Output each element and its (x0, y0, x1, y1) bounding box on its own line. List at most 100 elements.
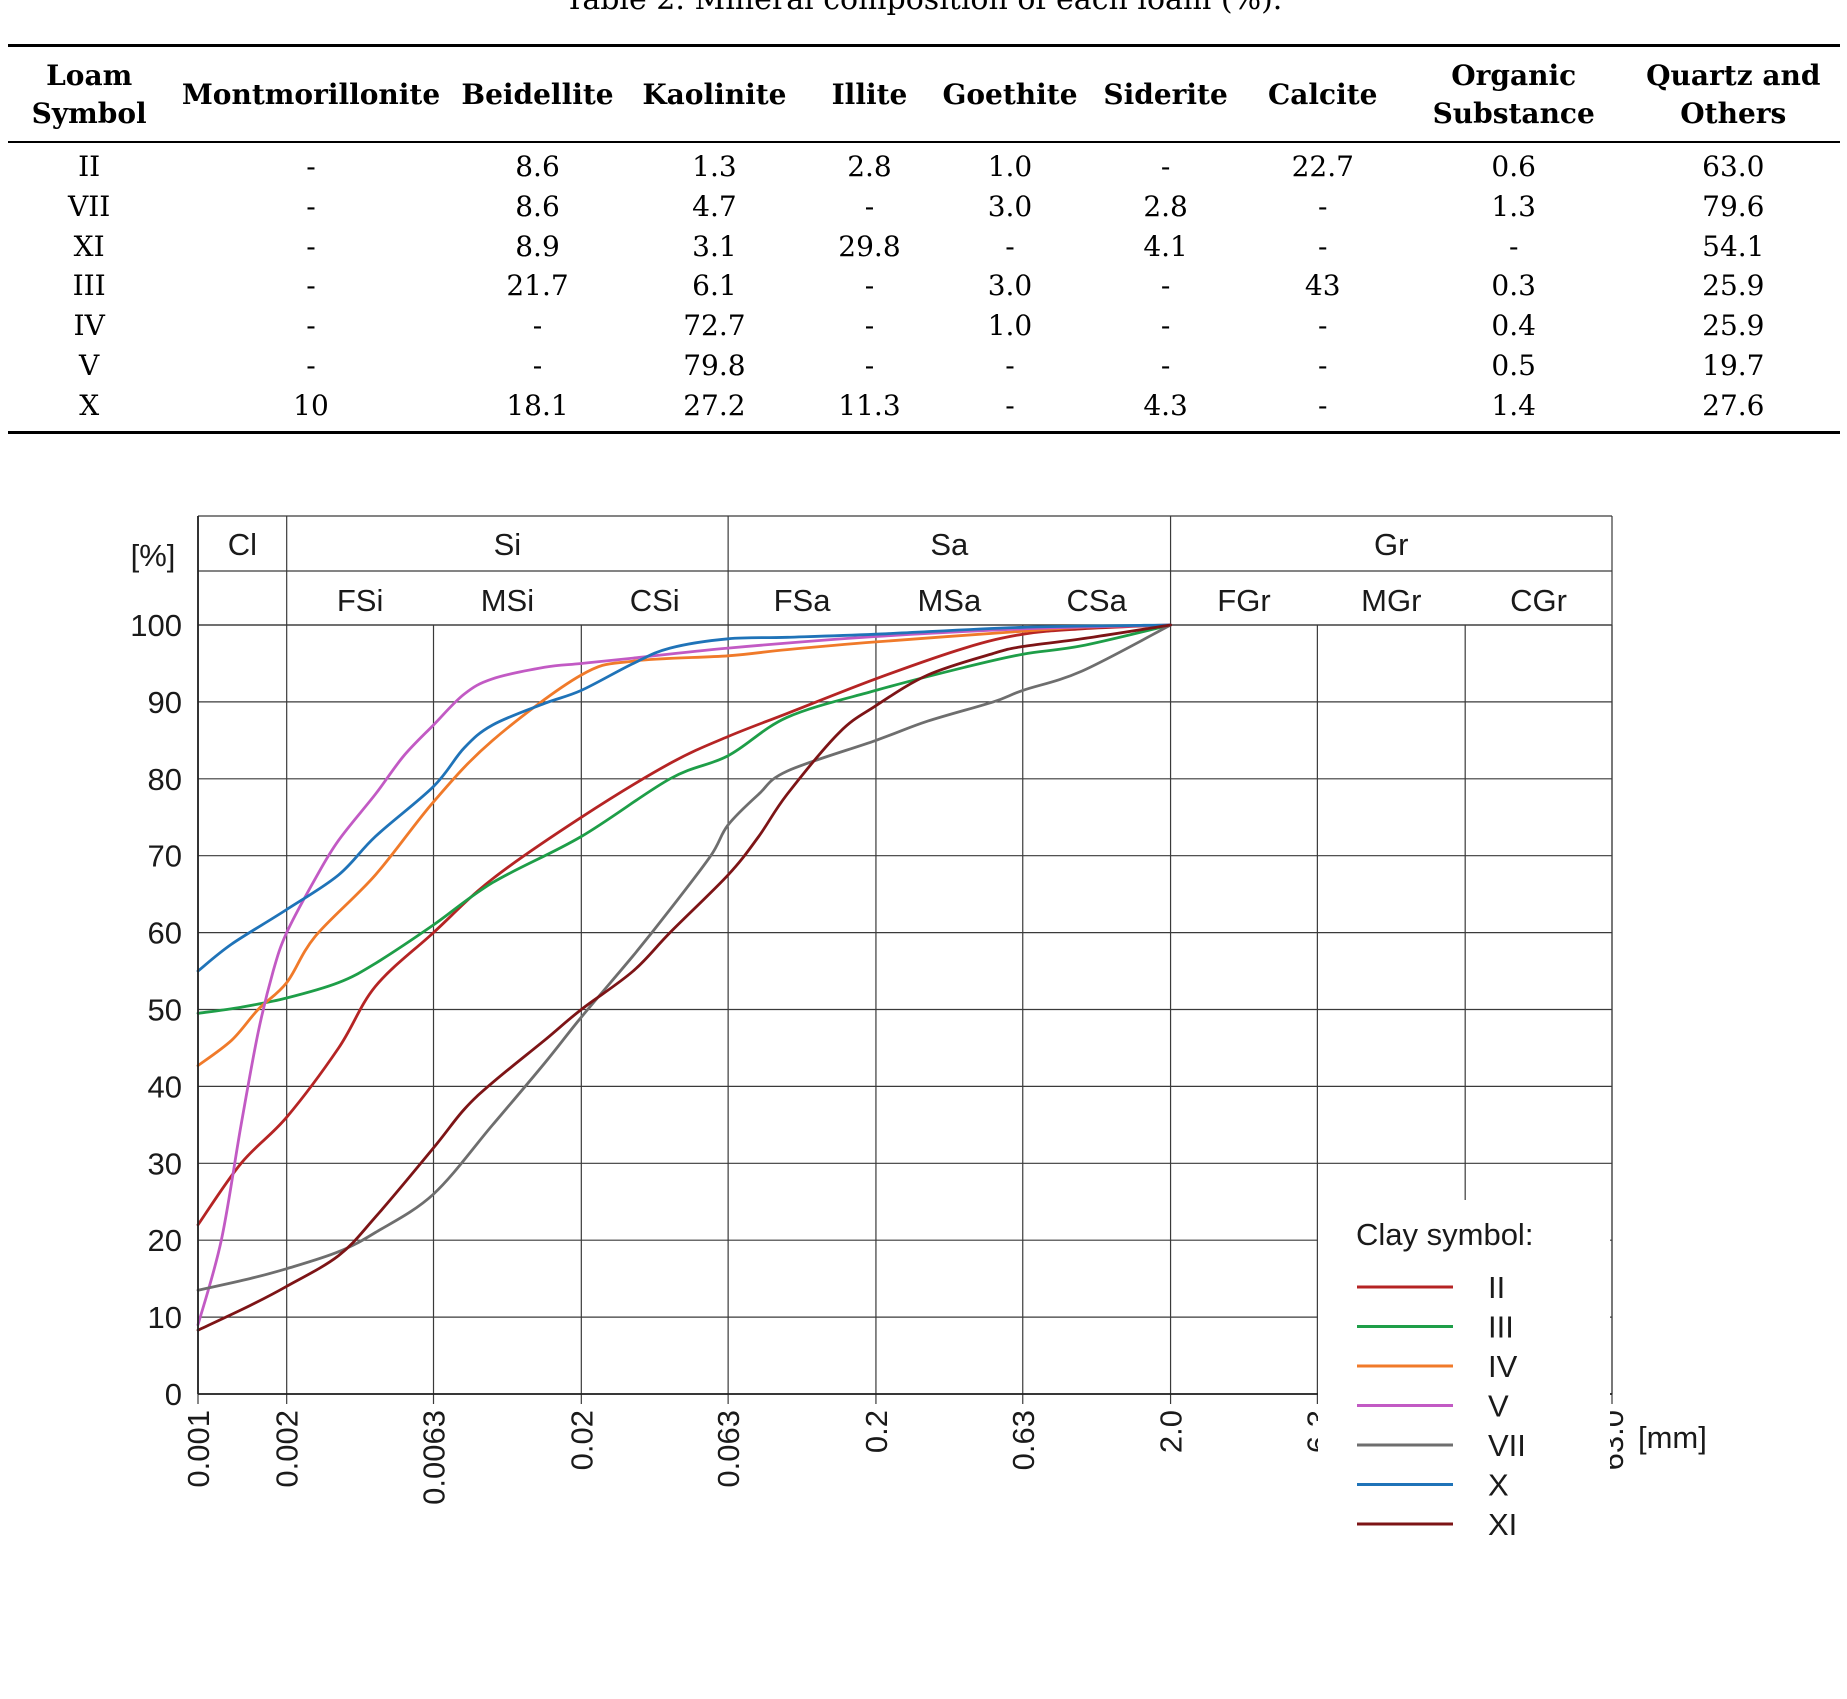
x-tick-label: 0.001 (181, 1410, 216, 1488)
table-body: II - 8.6 1.3 2.8 1.0 - 22.7 0.6 63.0 VII - 8.6 4.7 - 3.… (8, 142, 1840, 434)
y-tick-label: 50 (148, 993, 182, 1028)
table-row: II - 8.6 1.3 2.8 1.0 - 22.7 0.6 63.0 (8, 142, 1840, 187)
table-cell: 11.3 (805, 385, 934, 434)
x-tick-label: 0.02 (564, 1410, 599, 1470)
y-axis-label: [%] (131, 538, 176, 573)
column-header: Beidellite (451, 44, 624, 143)
table-cell: 27.6 (1626, 385, 1840, 434)
table-cell: - (1160, 150, 1171, 183)
table-cell: - (1005, 229, 1015, 263)
table-cell: 27.2 (623, 385, 806, 434)
table-cell: 1.0 (987, 150, 1033, 183)
table-cell: 72.7 (683, 309, 746, 343)
table-cell: VII (67, 189, 111, 223)
legend-box (1318, 1200, 1610, 1572)
table-cell: 0.5 (1491, 348, 1536, 382)
legend-label: XI (1488, 1507, 1517, 1542)
fraction-group-label: Sa (930, 527, 969, 562)
x-tick-label: 0.063 (711, 1410, 746, 1488)
legend-title: Clay symbol: (1356, 1217, 1533, 1252)
y-tick-label: 30 (148, 1146, 182, 1181)
table-cell: 6.1 (692, 269, 737, 303)
fraction-group-label: Cl (228, 527, 257, 562)
table-cell: 79.8 (683, 348, 746, 382)
table-row: V - - 79.8 - - - - 0.5 19.7 (8, 346, 1840, 386)
legend-label: V (1488, 1389, 1509, 1424)
table-cell: 10 (170, 385, 452, 434)
fraction-subgroup-label: FSa (774, 583, 832, 618)
table-cell: II (78, 150, 101, 183)
table-cell: 0.4 (1491, 309, 1536, 343)
table-header-row: Loam Symbol Montmorillonite Beidellite Kaol… (8, 44, 1840, 143)
y-tick-label: 100 (130, 608, 182, 643)
table-cell: 4.3 (1086, 385, 1245, 434)
y-tick-label: 80 (148, 762, 182, 797)
table-cell: 2.8 (1143, 189, 1188, 223)
table-cell: - (1318, 348, 1328, 382)
table-caption: Table 2. Mineral composition of each loa… (0, 0, 1847, 22)
column-header: Montmorillonite (170, 44, 452, 143)
y-tick-label: 0 (165, 1377, 182, 1412)
x-tick-label: 0.2 (859, 1410, 894, 1453)
table-row: XI - 8.9 3.1 29.8 - 4.1 - - 54.1 (8, 227, 1840, 267)
table-cell: - (306, 150, 316, 183)
series-line-iv (196, 623, 1172, 1067)
fraction-header: Cl Si Sa Gr FSi MSi CSi FSa MSa CSa FGr MGr CGr (197, 515, 1613, 1394)
table-cell: 8.9 (515, 229, 560, 263)
table-cell: 25.9 (1702, 309, 1765, 343)
fraction-subgroup-label: MSa (917, 583, 982, 618)
table-cell: X (8, 385, 171, 434)
fraction-subgroup-label: CGr (1510, 583, 1567, 618)
table-cell: - (1160, 309, 1171, 343)
table-cell: - (306, 229, 316, 263)
table-cell: 2.8 (847, 150, 892, 183)
table-cell: 8.6 (515, 189, 560, 223)
fraction-group-label: Si (494, 527, 522, 562)
table-row: IV - - 72.7 - 1.0 - - 0.4 25.9 (8, 306, 1840, 346)
table-cell: 3.0 (987, 189, 1033, 223)
table-cell: 63.0 (1702, 150, 1765, 183)
table-cell: XI (73, 229, 105, 263)
table-cell: - (306, 309, 316, 343)
y-tick-label: 10 (148, 1300, 182, 1335)
column-header: Organic Substance (1400, 44, 1627, 143)
table-cell: 4.1 (1143, 229, 1188, 263)
y-tick-label: 70 (148, 839, 182, 874)
table-cell: 21.7 (506, 269, 569, 303)
table-cell: - (1005, 348, 1015, 382)
mineral-table: Loam Symbol Montmorillonite Beidellite Kaol… (8, 44, 1840, 434)
table-cell: - (1318, 229, 1328, 263)
table-cell: 1.3 (692, 150, 737, 183)
column-header: Loam Symbol (8, 44, 171, 143)
x-tick-label: 0.0063 (417, 1410, 452, 1505)
table-cell: 0.3 (1491, 269, 1536, 303)
table-cell: 54.1 (1702, 229, 1765, 263)
table-row: III - 21.7 6.1 - 3.0 - 43 0.3 25.9 (8, 266, 1840, 306)
table-cell: III (72, 269, 106, 303)
series-line-xi (196, 623, 1172, 1332)
table-cell: 1.4 (1400, 385, 1627, 434)
table-cell: - (864, 309, 875, 343)
table-cell: 22.7 (1291, 150, 1354, 183)
table-cell: 18.1 (451, 385, 624, 434)
table-row: X 10 18.1 27.2 11.3-4.3-1.4 27.6 (8, 385, 1840, 434)
table-cell: IV (73, 309, 105, 343)
column-header: Kaolinite (623, 44, 806, 143)
series-line-iii (196, 623, 1172, 1015)
fraction-subgroup-label: MGr (1361, 583, 1421, 618)
table-cell: - (532, 309, 543, 343)
particle-size-distribution-chart: Cl Si Sa Gr FSi MSi CSi FSa MSa CSa FGr MGr CGr 0 10 2… (130, 515, 1707, 1572)
table-cell: - (933, 385, 1087, 434)
table-cell: - (1160, 348, 1171, 382)
legend-label: IV (1488, 1349, 1518, 1384)
legend-label: VII (1488, 1428, 1526, 1463)
column-header: Goethite (933, 44, 1087, 143)
table-cell: 4.7 (692, 189, 737, 223)
table-cell: 79.6 (1702, 189, 1765, 223)
table-cell: - (306, 269, 316, 303)
table-cell: - (1508, 229, 1519, 263)
fraction-subgroup-label: FGr (1217, 583, 1270, 618)
column-header: Quartz and Others (1626, 44, 1840, 143)
table-cell: 8.6 (515, 150, 560, 183)
